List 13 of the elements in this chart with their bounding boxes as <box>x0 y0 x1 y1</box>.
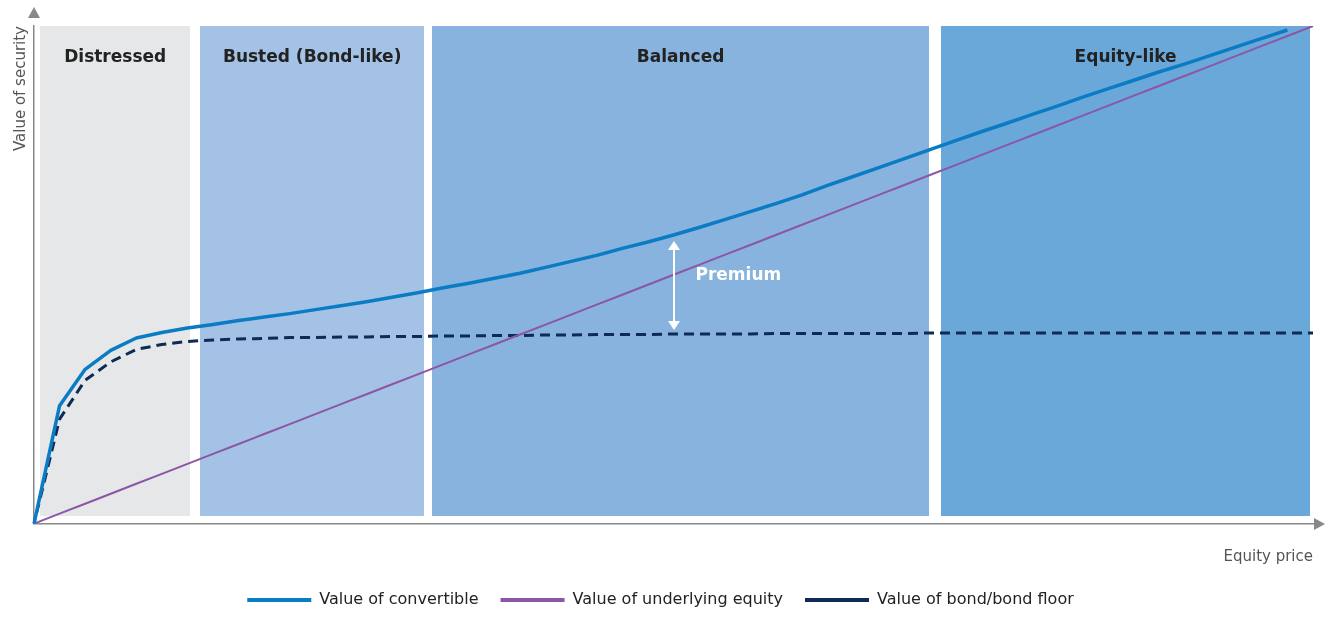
shaded-panel: Distressed <box>40 26 191 516</box>
annotation: Distressed <box>63 46 168 66</box>
shaded-panel: Equity-like <box>940 26 1311 516</box>
annotation: Equity-like <box>1073 46 1178 66</box>
legend-label: Value of bond/bond floor <box>877 589 1075 609</box>
legend-label: Value of convertible <box>319 589 479 609</box>
y-axis-title: Value of security <box>10 25 29 152</box>
legend-label: Value of underlying equity <box>572 589 784 609</box>
x-axis-title: Equity price <box>1223 546 1313 565</box>
shaded-panel: Busted (Bond-like) <box>200 26 425 516</box>
annotation: Busted (Bond-like) <box>221 46 403 66</box>
annotation: Premium <box>695 263 782 284</box>
annotation: Balanced <box>635 46 726 66</box>
